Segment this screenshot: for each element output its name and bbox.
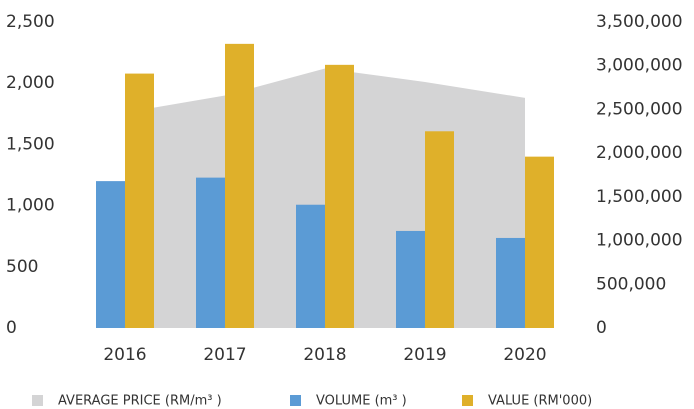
y-tick-label: 500: [6, 257, 38, 277]
y-tick-label: 2,000: [6, 73, 55, 93]
bar: [396, 230, 425, 328]
y2-tick-label: 1,500,000: [596, 187, 683, 207]
y2-tick-label: 2,500,000: [596, 99, 683, 119]
y2-tick-label: 2,000,000: [596, 143, 683, 163]
bar: [525, 156, 554, 328]
legend-swatch: [290, 395, 301, 406]
bar: [96, 181, 125, 328]
legend-swatch: [462, 395, 473, 406]
y2-tick-label: 1,000,000: [596, 231, 683, 251]
bar: [325, 64, 354, 328]
legend-label: VOLUME (m³ ): [316, 394, 407, 409]
legend-swatch: [32, 395, 43, 406]
y-tick-label: 1,500: [6, 134, 55, 154]
bar: [296, 204, 325, 328]
bar: [196, 177, 225, 328]
bar: [496, 237, 525, 328]
y2-tick-label: 3,500,000: [596, 12, 683, 32]
y2-tick-label: 0: [596, 318, 607, 338]
bar: [125, 73, 154, 328]
y-tick-label: 1,000: [6, 196, 55, 216]
bar: [225, 43, 254, 328]
y2-tick-label: 500,000: [596, 274, 666, 294]
y-tick-label: 0: [6, 318, 17, 338]
x-tick-label: 2020: [503, 345, 546, 365]
x-tick-label: 2018: [303, 345, 346, 365]
y-tick-label: 2,500: [6, 12, 55, 32]
legend-label: AVERAGE PRICE (RM/m³ ): [58, 394, 222, 409]
x-tick-label: 2016: [103, 345, 146, 365]
bar: [425, 131, 454, 328]
x-tick-label: 2019: [403, 345, 446, 365]
x-tick-label: 2017: [203, 345, 246, 365]
legend-label: VALUE (RM'000): [488, 394, 592, 409]
y2-tick-label: 3,000,000: [596, 56, 683, 76]
